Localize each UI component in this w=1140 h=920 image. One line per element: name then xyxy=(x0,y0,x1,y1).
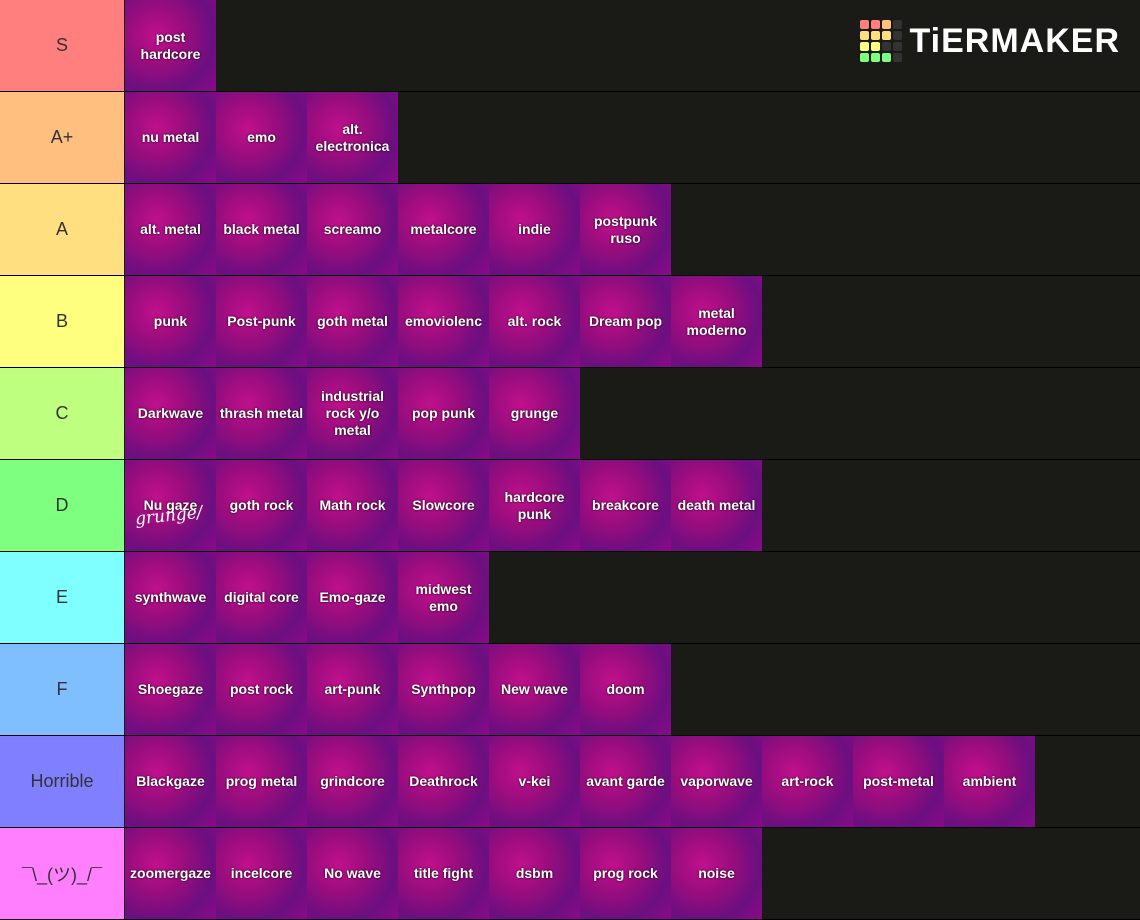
tier-label: E xyxy=(0,552,124,643)
tier-item: Synthpop xyxy=(398,644,489,735)
tier-row: Horrible Blackgaze prog metal grindcore Deat… xyxy=(0,736,1140,827)
tier-item: prog rock xyxy=(580,828,671,919)
tier-item: grindcore xyxy=(307,736,398,827)
tier-item: screamo xyxy=(307,184,398,275)
tier-row: C Darkwave thrash metal industrial rock y/o… xyxy=(0,368,1140,459)
tier-item: punk xyxy=(125,276,216,367)
tier-item: Shoegaze xyxy=(125,644,216,735)
tier-item: incelcore xyxy=(216,828,307,919)
tier-item: pop punk xyxy=(398,368,489,459)
tier-item: Math rock xyxy=(307,460,398,551)
tier-item: art-rock xyxy=(762,736,853,827)
tier-item: Slowcore xyxy=(398,460,489,551)
tier-item: industrial rock y/o metal xyxy=(307,368,398,459)
tier-item: Deathrock xyxy=(398,736,489,827)
logo-text: TiERMAKER xyxy=(909,21,1120,60)
tier-item: post hardcore xyxy=(125,0,216,91)
tier-item: digital core xyxy=(216,552,307,643)
tier-item: goth rock xyxy=(216,460,307,551)
tier-row: D Nu gaze goth rock Math rock Slowcore hardco… xyxy=(0,460,1140,551)
tier-item: black metal xyxy=(216,184,307,275)
tier-item: New wave xyxy=(489,644,580,735)
tier-item: metalcore xyxy=(398,184,489,275)
tier-item: Emo-gaze xyxy=(307,552,398,643)
tier-item: nu metal xyxy=(125,92,216,183)
tier-row: ¯\_(ツ)_/¯ zoomergaze incelcore No wave title… xyxy=(0,828,1140,919)
tier-item: hardcore punk xyxy=(489,460,580,551)
tier-label: A+ xyxy=(0,92,124,183)
tier-item: death metal xyxy=(671,460,762,551)
tier-item: Blackgaze xyxy=(125,736,216,827)
tier-item: goth metal xyxy=(307,276,398,367)
tier-item: title fight xyxy=(398,828,489,919)
tier-item: doom xyxy=(580,644,671,735)
tier-row: A+ nu metal emo alt. electronica xyxy=(0,92,1140,183)
tier-label: C xyxy=(0,368,124,459)
tier-label: ¯\_(ツ)_/¯ xyxy=(0,828,124,919)
tier-item: breakcore xyxy=(580,460,671,551)
logo: TiERMAKER xyxy=(859,20,1121,62)
tier-label: A xyxy=(0,184,124,275)
tier-item: indie xyxy=(489,184,580,275)
tier-label: F xyxy=(0,644,124,735)
tier-item: alt. electronica xyxy=(307,92,398,183)
tier-label: D xyxy=(0,460,124,551)
tier-item: art-punk xyxy=(307,644,398,735)
tier-item: alt. rock xyxy=(489,276,580,367)
tier-item: ambient xyxy=(944,736,1035,827)
tier-item: emoviolenc xyxy=(398,276,489,367)
tier-item: post rock xyxy=(216,644,307,735)
tier-label: B xyxy=(0,276,124,367)
tier-item: emo xyxy=(216,92,307,183)
tier-item: midwest emo xyxy=(398,552,489,643)
tier-item: thrash metal xyxy=(216,368,307,459)
tier-item: v-kei xyxy=(489,736,580,827)
tier-item: Nu gaze xyxy=(125,460,216,551)
tier-item: prog metal xyxy=(216,736,307,827)
tier-item: grunge xyxy=(489,368,580,459)
tier-item: avant garde xyxy=(580,736,671,827)
tier-item: No wave xyxy=(307,828,398,919)
logo-icon xyxy=(859,20,902,62)
tier-item: dsbm xyxy=(489,828,580,919)
tier-label: Horrible xyxy=(0,736,124,827)
tier-item: Darkwave xyxy=(125,368,216,459)
tier-item: postpunk ruso xyxy=(580,184,671,275)
tier-item: post-metal xyxy=(853,736,944,827)
tier-item: zoomergaze xyxy=(125,828,216,919)
tier-item: noise xyxy=(671,828,762,919)
tier-row: F Shoegaze post rock art-punk Synthpop New wa… xyxy=(0,644,1140,735)
tier-item: alt. metal xyxy=(125,184,216,275)
tier-item: Post-punk xyxy=(216,276,307,367)
tier-item: Dream pop xyxy=(580,276,671,367)
tier-label: S xyxy=(0,0,124,91)
tier-item: vaporwave xyxy=(671,736,762,827)
tier-item: metal moderno xyxy=(671,276,762,367)
tier-item: synthwave xyxy=(125,552,216,643)
